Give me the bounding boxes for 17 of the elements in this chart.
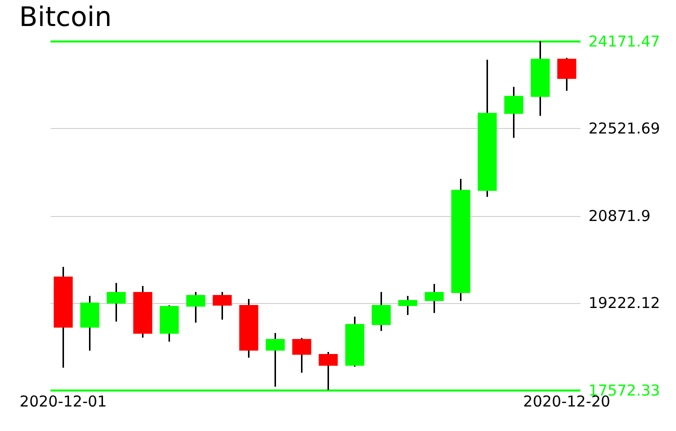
candlestick bbox=[398, 295, 418, 316]
candlestick bbox=[186, 291, 206, 324]
candlestick bbox=[318, 351, 338, 391]
candlestick bbox=[106, 282, 126, 322]
candlestick bbox=[557, 57, 576, 92]
candlestick bbox=[212, 291, 232, 320]
candlestick bbox=[424, 283, 444, 314]
candlestick bbox=[292, 337, 312, 374]
candlestick bbox=[372, 291, 391, 332]
chart-title: Bitcoin bbox=[19, 2, 112, 33]
x-tick-label: 2020-12-01 bbox=[20, 392, 107, 410]
candlestick bbox=[266, 332, 285, 388]
candlestick bbox=[504, 86, 524, 139]
y-tick-label: 22521.69 bbox=[588, 120, 660, 138]
y-tick-label: 24171.47 bbox=[588, 32, 660, 50]
y-tick-label: 20871.9 bbox=[588, 207, 651, 225]
y-tick-label: 19222.12 bbox=[588, 294, 660, 312]
